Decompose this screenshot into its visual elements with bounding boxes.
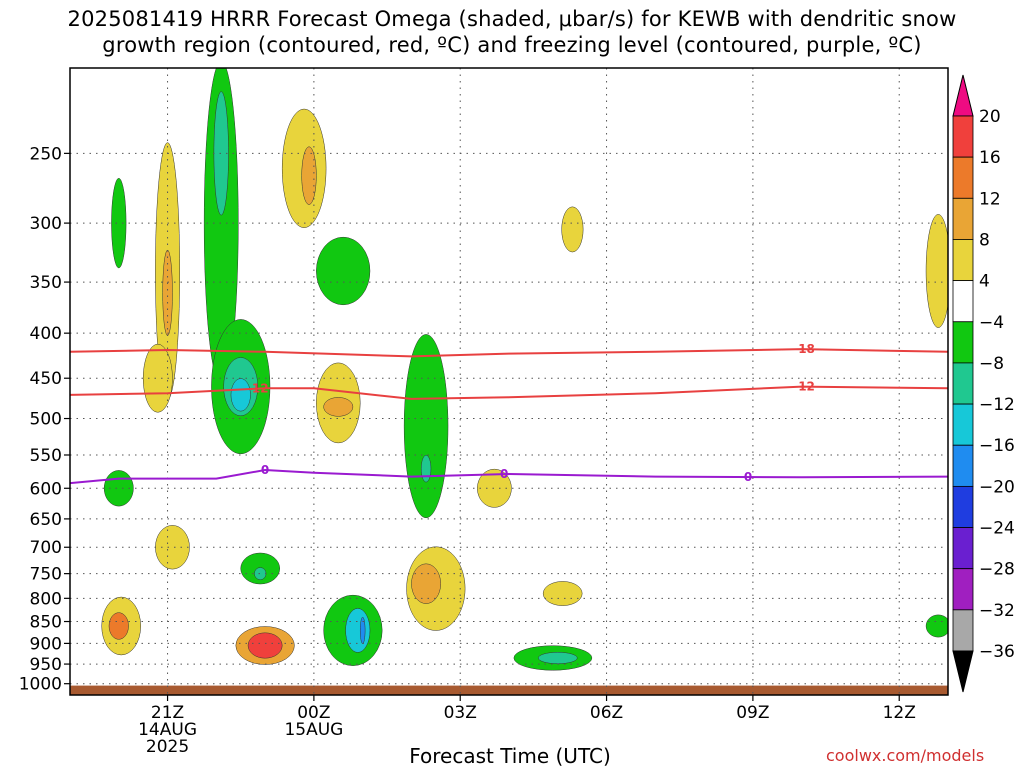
y-tick-label-2: 350 [30, 273, 62, 293]
omega-region-33 [538, 652, 578, 664]
omega-region-35 [925, 614, 948, 638]
omega-region-23 [345, 608, 371, 653]
colorbar-segment-6 [952, 362, 974, 405]
colorbar-label-9: −20 [979, 477, 1015, 497]
colorbar-segment-8 [952, 444, 974, 487]
colorbar-label-0: 20 [979, 107, 1001, 127]
omega-region-7 [142, 343, 173, 413]
y-tick-label-6: 550 [30, 446, 62, 466]
x-tick-label-5-0: 12Z [883, 703, 916, 723]
y-tick-label-7: 600 [30, 479, 62, 499]
y-tick-label-4: 450 [30, 369, 62, 389]
omega-region-34 [925, 214, 948, 328]
contour-line-1 [70, 385, 948, 400]
colorbar-top-arrow [952, 74, 974, 117]
x-tick-label-2-0: 03Z [444, 703, 477, 723]
omega-region-30 [561, 206, 584, 253]
y-tick-label-0: 250 [30, 144, 62, 164]
contour-label-2-0: 0 [261, 463, 269, 477]
y-tick-label-14: 950 [30, 655, 62, 675]
colorbar-segment-4 [952, 280, 974, 323]
colorbar-label-7: −12 [979, 395, 1015, 415]
omega-region-26 [420, 454, 432, 483]
colorbar-segment-5 [952, 321, 974, 364]
omega-region-21 [323, 397, 354, 417]
x-tick-label-0-0: 21Z [151, 703, 184, 723]
y-tick-label-3: 400 [30, 324, 62, 344]
x-tick-label-4-0: 09Z [736, 703, 769, 723]
omega-region-31 [542, 581, 583, 606]
x-tick-label-1-0: 00Z [297, 703, 330, 723]
contour-label-2-2: 0 [744, 470, 752, 484]
y-tick-label-1: 300 [30, 214, 62, 234]
omega-region-3 [108, 612, 129, 640]
x-tick-label-3-0: 06Z [590, 703, 623, 723]
plot-frame [69, 67, 949, 696]
omega-region-16 [247, 632, 283, 659]
omega-region-18 [301, 146, 317, 205]
contour-label-2-1: 0 [500, 467, 508, 481]
contour-label-1-1: 12 [798, 380, 815, 394]
credit-link[interactable]: coolwx.com/models [826, 746, 985, 765]
plot-area: 18 12 12 0 0 0 [70, 68, 948, 695]
colorbar-bottom-arrow [952, 650, 974, 693]
contour-line-2 [70, 468, 948, 485]
colorbar-label-8: −16 [979, 436, 1015, 456]
omega-region-4 [155, 525, 190, 570]
colorbar-segment-1 [952, 156, 974, 199]
colorbar-segment-0 [952, 115, 974, 158]
colorbar-label-5: −4 [979, 313, 1004, 333]
colorbar-label-10: −24 [979, 519, 1015, 539]
y-tick-label-5: 500 [30, 410, 62, 430]
colorbar-label-6: −8 [979, 354, 1004, 374]
y-tick-label-8: 650 [30, 510, 62, 530]
x-tick-label-0-2: 2025 [146, 737, 189, 757]
colorbar-label-13: −36 [979, 642, 1015, 662]
y-tick-label-10: 750 [30, 565, 62, 585]
y-tick-label-13: 900 [30, 634, 62, 654]
colorbar-segment-9 [952, 485, 974, 528]
x-tick-label-0-1: 14AUG [138, 720, 197, 740]
contour-label-1-0: 12 [252, 382, 269, 396]
y-tick-label-15: 1000 [19, 675, 62, 695]
colorbar-segment-2 [952, 197, 974, 240]
colorbar-label-1: 16 [979, 148, 1001, 168]
colorbar-label-4: 4 [979, 272, 990, 292]
x-axis-label: Forecast Time (UTC) [409, 744, 611, 768]
colorbar-label-3: 8 [979, 230, 990, 250]
colorbar-label-11: −28 [979, 560, 1015, 580]
y-tick-label-11: 800 [30, 589, 62, 609]
colorbar-label-12: −32 [979, 601, 1015, 621]
omega-region-14 [254, 567, 267, 581]
contour-label-0-0: 18 [798, 342, 815, 356]
ground-bar [70, 685, 948, 695]
omega-region-29 [477, 468, 512, 508]
colorbar-segment-3 [952, 239, 974, 282]
contour-line-0 [70, 348, 948, 358]
colorbar-label-2: 12 [979, 189, 1001, 209]
omega-region-28 [411, 563, 441, 604]
colorbar-segment-11 [952, 568, 974, 611]
omega-region-0 [111, 178, 127, 269]
omega-region-25 [403, 334, 449, 519]
y-tick-label-9: 700 [30, 538, 62, 558]
y-tick-label-12: 850 [30, 613, 62, 633]
x-tick-label-1-1: 15AUG [284, 720, 343, 740]
colorbar-segment-10 [952, 527, 974, 570]
omega-region-19 [316, 236, 371, 306]
omega-region-12 [230, 378, 251, 412]
colorbar-segment-7 [952, 403, 974, 446]
colorbar-segment-12 [952, 609, 974, 652]
chart-title: 2025081419 HRRR Forecast Omega (shaded, … [67, 7, 957, 57]
